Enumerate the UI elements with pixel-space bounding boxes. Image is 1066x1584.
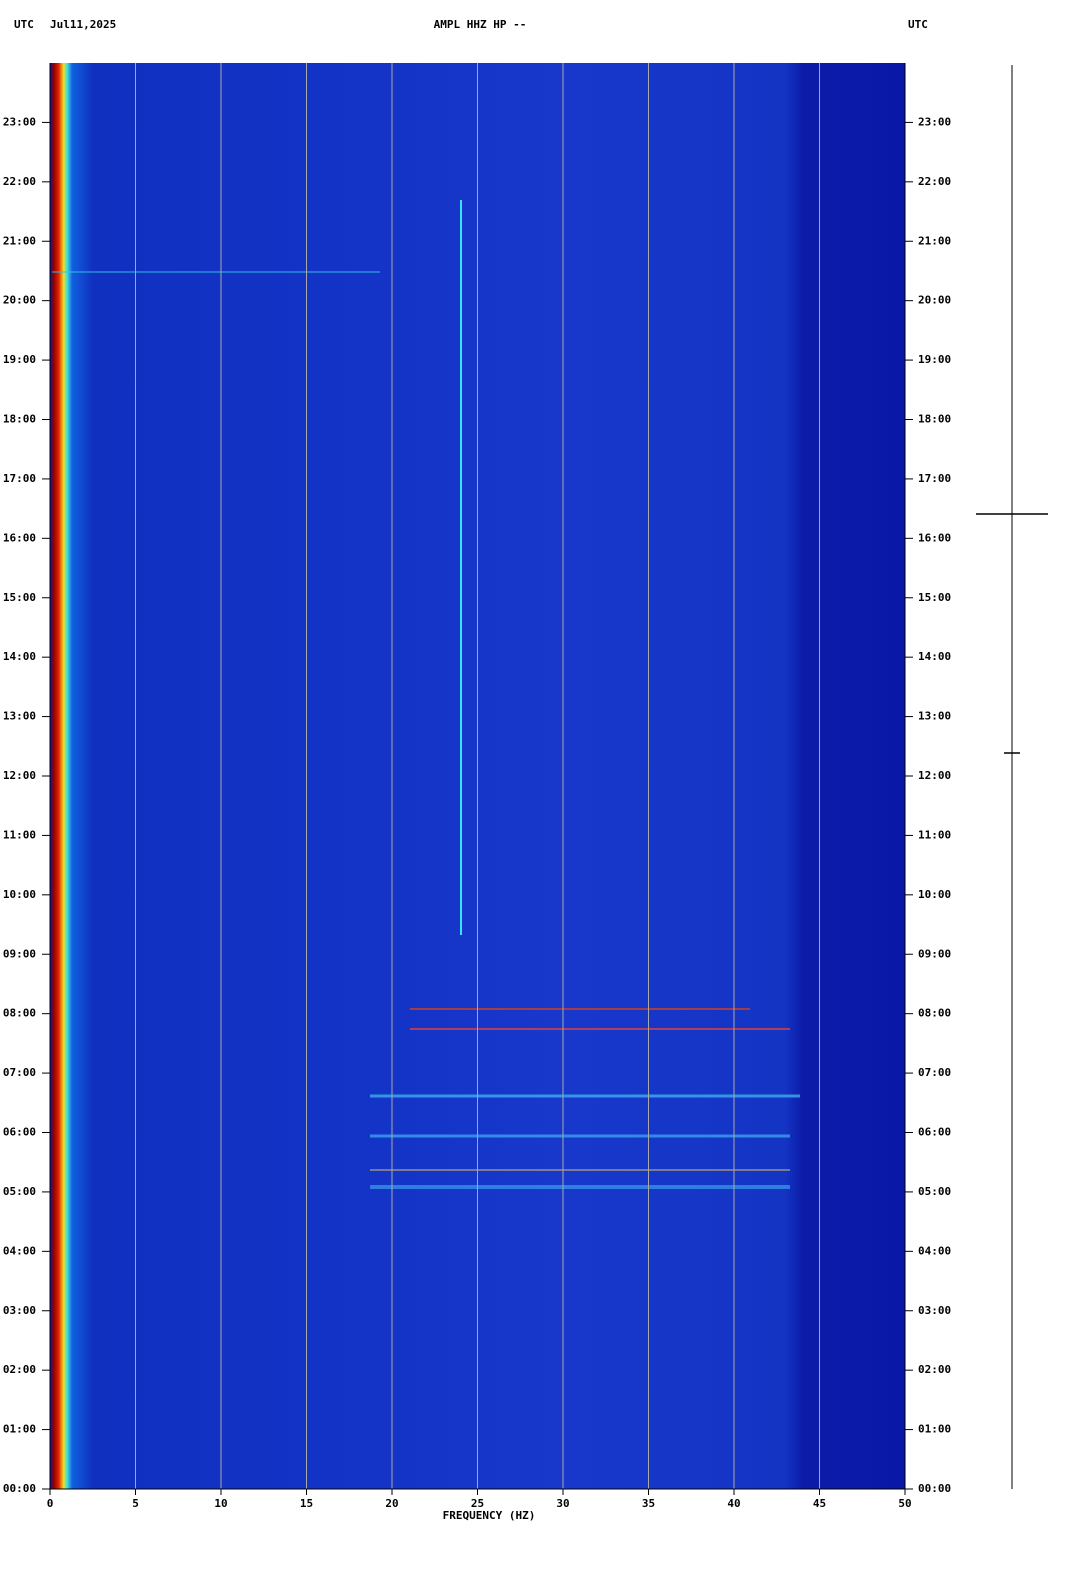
y-tick-label: 21:00 xyxy=(918,234,951,247)
chart-title: AMPL HHZ HP -- xyxy=(434,18,527,31)
y-tick-label: 23:00 xyxy=(3,115,36,128)
y-tick-label: 15:00 xyxy=(918,591,951,604)
y-tick-label: 05:00 xyxy=(918,1185,951,1198)
y-tick-label: 01:00 xyxy=(3,1423,36,1436)
x-tick-label: 25 xyxy=(471,1497,484,1510)
y-tick-label: 10:00 xyxy=(3,888,36,901)
y-tick-label: 06:00 xyxy=(918,1126,951,1139)
y-tick-label: 17:00 xyxy=(918,472,951,485)
x-tick-label: 5 xyxy=(132,1497,139,1510)
y-tick-label: 11:00 xyxy=(3,828,36,841)
y-tick-label: 21:00 xyxy=(3,234,36,247)
y-tick-label: 13:00 xyxy=(3,710,36,723)
y-tick-label: 14:00 xyxy=(918,650,951,663)
y-tick-label: 12:00 xyxy=(918,769,951,782)
y-tick-label: 08:00 xyxy=(918,1007,951,1020)
x-tick-label: 50 xyxy=(898,1497,911,1510)
y-tick-label: 01:00 xyxy=(918,1423,951,1436)
date: Jul11,2025 xyxy=(50,18,116,31)
x-tick-label: 35 xyxy=(642,1497,655,1510)
y-tick-label: 00:00 xyxy=(918,1482,951,1495)
y-tick-label: 03:00 xyxy=(918,1304,951,1317)
y-tick-label: 05:00 xyxy=(3,1185,36,1198)
y-tick-label: 19:00 xyxy=(918,353,951,366)
y-tick-label: 02:00 xyxy=(3,1363,36,1376)
y-tick-label: 07:00 xyxy=(918,1066,951,1079)
x-tick-label: 40 xyxy=(727,1497,740,1510)
y-tick-label: 04:00 xyxy=(918,1244,951,1257)
y-tick-label: 18:00 xyxy=(918,413,951,426)
y-tick-label: 06:00 xyxy=(3,1126,36,1139)
y-tick-label: 14:00 xyxy=(3,650,36,663)
y-tick-label: 23:00 xyxy=(918,115,951,128)
y-tick-label: 07:00 xyxy=(3,1066,36,1079)
y-tick-label: 22:00 xyxy=(3,175,36,188)
y-tick-label: 17:00 xyxy=(3,472,36,485)
y-tick-label: 13:00 xyxy=(918,710,951,723)
y-tick-label: 20:00 xyxy=(3,294,36,307)
y-tick-label: 09:00 xyxy=(918,947,951,960)
y-tick-label: 20:00 xyxy=(918,294,951,307)
y-tick-label: 08:00 xyxy=(3,1007,36,1020)
x-tick-label: 10 xyxy=(214,1497,227,1510)
x-tick-label: 20 xyxy=(385,1497,398,1510)
events xyxy=(52,200,800,1189)
x-tick-label: 45 xyxy=(813,1497,826,1510)
x-tick-label: 30 xyxy=(556,1497,569,1510)
y-tick-label: 04:00 xyxy=(3,1244,36,1257)
y-tick-label: 16:00 xyxy=(3,531,36,544)
y-tick-label: 09:00 xyxy=(3,947,36,960)
y-tick-label: 18:00 xyxy=(3,413,36,426)
x-tick-label: 15 xyxy=(300,1497,313,1510)
y-tick-label: 03:00 xyxy=(3,1304,36,1317)
y-tick-label: 19:00 xyxy=(3,353,36,366)
x-axis-label: FREQUENCY (HZ) xyxy=(443,1509,536,1522)
y-tick-label: 15:00 xyxy=(3,591,36,604)
x-tick-label: 0 xyxy=(47,1497,54,1510)
y-tick-label: 16:00 xyxy=(918,531,951,544)
timezone-left: UTC xyxy=(14,18,34,31)
y-tick-label: 22:00 xyxy=(918,175,951,188)
timezone-right: UTC xyxy=(908,18,928,31)
y-tick-label: 10:00 xyxy=(918,888,951,901)
y-tick-label: 12:00 xyxy=(3,769,36,782)
y-tick-label: 11:00 xyxy=(918,828,951,841)
y-tick-label: 02:00 xyxy=(918,1363,951,1376)
y-tick-label: 00:00 xyxy=(3,1482,36,1495)
